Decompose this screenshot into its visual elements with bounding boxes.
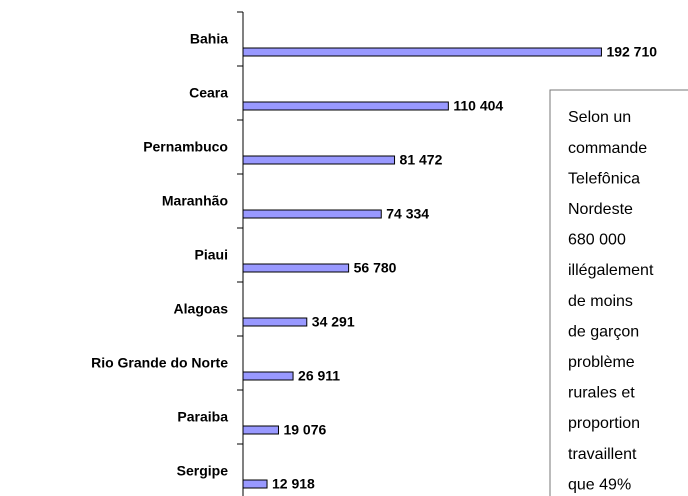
value-label: 34 291 — [312, 314, 355, 330]
annotation-line: Nordeste — [568, 201, 633, 218]
annotation-line: 680 000 — [568, 232, 626, 249]
category-label: Sergipe — [177, 463, 229, 479]
bar — [242, 209, 382, 219]
value-label: 19 076 — [283, 422, 326, 438]
category-label: Ceara — [189, 85, 228, 101]
value-label: 74 334 — [386, 206, 429, 222]
category-label: Paraiba — [177, 409, 228, 425]
annotation-line: travaillent — [568, 446, 637, 463]
category-label: Rio Grande do Norte — [91, 355, 228, 371]
annotation-line: problème — [568, 354, 635, 371]
bar — [242, 263, 350, 273]
annotation-line: commande — [568, 140, 647, 157]
annotation-line: rurales et — [568, 385, 635, 402]
bar — [242, 371, 294, 381]
bar — [242, 155, 396, 165]
annotation-line: illégalement — [568, 262, 654, 279]
category-label: Alagoas — [174, 301, 229, 317]
value-label: 12 918 — [272, 476, 315, 492]
bar — [242, 317, 308, 327]
annotation-line: Selon un — [568, 109, 631, 126]
category-label: Piaui — [195, 247, 228, 263]
bar — [242, 425, 279, 435]
value-label: 192 710 — [606, 44, 657, 60]
bar — [242, 47, 602, 57]
text-box — [549, 89, 688, 496]
annotation-line: Telefônica — [568, 170, 640, 187]
value-label: 26 911 — [298, 368, 340, 384]
value-label: 81 472 — [400, 152, 443, 168]
annotation-line: de moins — [568, 293, 633, 310]
value-label: 56 780 — [354, 260, 397, 276]
annotation-line: proportion — [568, 415, 640, 432]
category-label: Maranhão — [162, 193, 228, 209]
value-label: 110 404 — [453, 98, 503, 114]
annotation-line: que 49% — [568, 476, 631, 493]
category-label: Pernambuco — [143, 139, 228, 155]
annotation-line: de garçon — [568, 323, 639, 340]
category-label: Bahia — [190, 31, 228, 47]
bar — [242, 101, 449, 111]
bar — [242, 479, 268, 489]
